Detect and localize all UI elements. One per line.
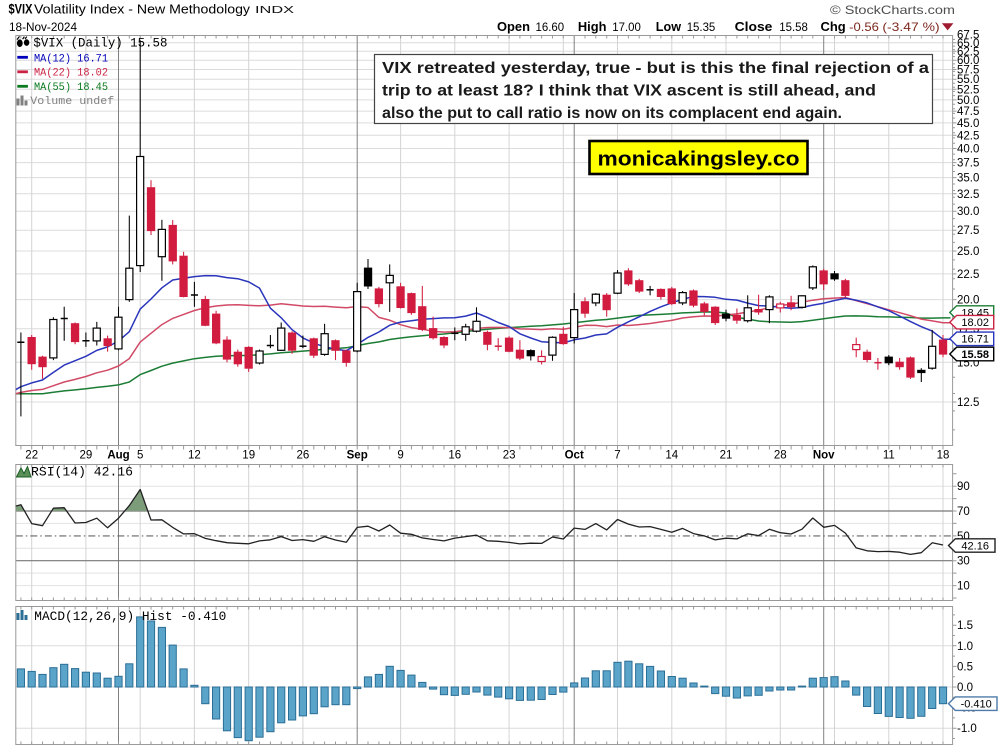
svg-text:-1.0: -1.0 xyxy=(957,723,977,735)
svg-text:70: 70 xyxy=(957,506,970,518)
svg-text:19: 19 xyxy=(242,450,255,462)
svg-text:45.0: 45.0 xyxy=(957,118,979,130)
svg-text:29: 29 xyxy=(80,450,93,462)
svg-text:50.0: 50.0 xyxy=(957,95,979,107)
svg-text:62.5: 62.5 xyxy=(957,46,979,58)
svg-text:40.0: 40.0 xyxy=(957,144,979,156)
svg-text:57.5: 57.5 xyxy=(957,65,979,77)
svg-text:18: 18 xyxy=(937,450,950,462)
svg-text:16: 16 xyxy=(448,450,461,462)
svg-text:15.35: 15.35 xyxy=(687,20,716,34)
svg-text:21: 21 xyxy=(720,450,733,462)
svg-text:35.0: 35.0 xyxy=(957,173,979,185)
svg-text:15.58: 15.58 xyxy=(779,20,808,34)
svg-text:52.5: 52.5 xyxy=(957,84,979,96)
svg-text:67.5: 67.5 xyxy=(957,30,979,42)
svg-text:16.60: 16.60 xyxy=(536,20,565,34)
svg-text:MA(12) 16.71: MA(12) 16.71 xyxy=(34,53,108,65)
svg-text:Volatility Index - New Methodo: Volatility Index - New Methodology xyxy=(34,2,251,16)
svg-text:22: 22 xyxy=(25,450,38,462)
svg-text:Close: Close xyxy=(735,20,773,34)
svg-text:26: 26 xyxy=(297,450,310,462)
svg-text:Oct: Oct xyxy=(565,450,584,462)
svg-text:16.71: 16.71 xyxy=(961,334,989,346)
svg-text:25.0: 25.0 xyxy=(957,246,979,258)
svg-text:5: 5 xyxy=(137,450,143,462)
svg-text:47.5: 47.5 xyxy=(957,106,979,118)
svg-text:22.5: 22.5 xyxy=(957,269,979,281)
svg-text:17.00: 17.00 xyxy=(612,20,641,34)
svg-text:65.0: 65.0 xyxy=(957,38,979,50)
svg-text:INDX: INDX xyxy=(255,4,294,16)
svg-text:14: 14 xyxy=(665,450,678,462)
svg-text:$VIX: $VIX xyxy=(9,0,34,16)
svg-text:Volume undef: Volume undef xyxy=(30,96,114,108)
svg-text:-0.410: -0.410 xyxy=(961,699,992,711)
svg-text:9: 9 xyxy=(397,450,403,462)
svg-text:15.58: 15.58 xyxy=(961,349,989,361)
svg-text:1.5: 1.5 xyxy=(957,620,973,632)
svg-text:monicakingsley.co: monicakingsley.co xyxy=(598,148,800,170)
svg-text:27.5: 27.5 xyxy=(957,225,979,237)
svg-text:11: 11 xyxy=(883,450,895,462)
svg-text:MACD(12,26,9) Hist -0.410: MACD(12,26,9) Hist -0.410 xyxy=(34,610,226,624)
svg-text:0.5: 0.5 xyxy=(957,661,973,673)
svg-text:30: 30 xyxy=(957,556,970,568)
svg-text:90: 90 xyxy=(957,481,970,493)
svg-text:(-3.47 %): (-3.47 %) xyxy=(882,20,939,34)
svg-text:12: 12 xyxy=(188,450,201,462)
svg-text:-0.56: -0.56 xyxy=(849,20,879,34)
svg-text:42.5: 42.5 xyxy=(957,130,979,142)
svg-text:trip to at least 18? I think t: trip to at least 18? I think that VIX as… xyxy=(382,83,876,100)
svg-text:37.5: 37.5 xyxy=(957,158,979,170)
svg-text:7: 7 xyxy=(614,450,620,462)
svg-text:Nov: Nov xyxy=(813,450,835,462)
svg-text:0.0: 0.0 xyxy=(957,682,973,694)
svg-text:20.0: 20.0 xyxy=(957,295,979,307)
svg-text:Open: Open xyxy=(497,20,530,34)
svg-text:High: High xyxy=(578,20,607,34)
svg-text:VIX retreated yesterday, true: VIX retreated yesterday, true - but is t… xyxy=(382,60,929,77)
svg-text:32.5: 32.5 xyxy=(957,189,979,201)
svg-text:also the put to call ratio is: also the put to call ratio is now on its… xyxy=(382,105,842,122)
svg-text:18-Nov-2024: 18-Nov-2024 xyxy=(9,20,77,34)
svg-text:© StockCharts.com: © StockCharts.com xyxy=(830,3,955,17)
svg-text:Sep: Sep xyxy=(347,450,368,462)
svg-text:MA(55) 18.45: MA(55) 18.45 xyxy=(34,82,108,94)
svg-text:RSI(14) 42.16: RSI(14) 42.16 xyxy=(31,466,133,480)
svg-text:23: 23 xyxy=(503,450,516,462)
svg-text:18.02: 18.02 xyxy=(961,317,989,329)
svg-text:30.0: 30.0 xyxy=(957,206,979,218)
svg-text:1.0: 1.0 xyxy=(957,641,973,653)
svg-text:55.0: 55.0 xyxy=(957,74,979,86)
svg-text:Aug: Aug xyxy=(107,450,129,462)
svg-text:28: 28 xyxy=(774,450,787,462)
svg-text:MA(22) 18.02: MA(22) 18.02 xyxy=(34,68,108,80)
svg-text:$VIX (Daily) 15.58: $VIX (Daily) 15.58 xyxy=(33,37,167,51)
svg-text:Low: Low xyxy=(656,20,681,34)
svg-text:12.5: 12.5 xyxy=(957,397,979,409)
svg-text:60.0: 60.0 xyxy=(957,55,979,67)
svg-text:Chg: Chg xyxy=(821,20,846,34)
svg-text:42.16: 42.16 xyxy=(961,540,989,552)
svg-text:10: 10 xyxy=(957,581,970,593)
